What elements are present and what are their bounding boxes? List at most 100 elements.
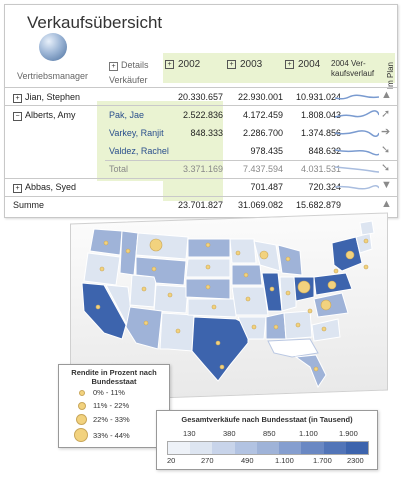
- sales-legend: Gesamtverkäufe nach Bundesstaat (in Taus…: [156, 410, 378, 470]
- sales-legend-title: Gesamtverkäufe nach Bundesstaat (in Taus…: [181, 415, 353, 424]
- scale-label: 1.100: [275, 456, 294, 465]
- state-shape: [81, 282, 127, 340]
- rendite-bubble: [273, 324, 279, 330]
- seller-varkey: Varkey, Ranjit: [109, 128, 164, 138]
- seller-pak: Pak, Jae: [109, 110, 145, 120]
- rendite-bubble: [345, 250, 355, 260]
- rendite-legend-item: 33% - 44%: [93, 431, 130, 440]
- rendite-bubble: [103, 240, 109, 246]
- rendite-bubble: [235, 250, 241, 256]
- rendite-bubble: [259, 250, 269, 260]
- expand-icon: +: [165, 60, 174, 69]
- value-cell: 1.374.856: [300, 128, 341, 138]
- value-cell: 2.522.836: [182, 110, 223, 120]
- rendite-bubble: [99, 266, 105, 272]
- rendite-bubble: [297, 280, 311, 294]
- seller-band: [97, 101, 163, 181]
- value-cell: 2.286.700: [242, 128, 283, 138]
- rendite-bubble: [285, 256, 291, 262]
- rendite-legend-title: Rendite in Prozent nach Bundesstaat: [71, 368, 157, 386]
- bubble-icon: [78, 402, 86, 410]
- expand-icon: +: [285, 60, 294, 69]
- row-divider: [5, 87, 397, 88]
- rendite-bubble: [243, 272, 249, 278]
- value-cell: 978.435: [250, 146, 283, 156]
- rendite-bubble: [307, 308, 313, 314]
- scale-label: 130: [183, 429, 196, 438]
- seller-valdez: Valdez, Rachel: [109, 146, 169, 156]
- scale-label: 20: [167, 456, 176, 465]
- scale-label: 1.900: [339, 429, 358, 438]
- rendite-bubble: [95, 304, 101, 310]
- expand-icon: +: [109, 62, 118, 71]
- report-title: Verkaufsübersicht: [27, 13, 163, 32]
- rendite-bubble: [211, 304, 217, 310]
- value-cell: 22.930.001: [237, 92, 283, 102]
- rendite-bubble: [333, 268, 339, 274]
- state-shape: [125, 306, 163, 350]
- manager-row-abbas[interactable]: + Abbas, Syed: [13, 182, 76, 193]
- year-2004-header[interactable]: +2004: [285, 59, 320, 70]
- state-shape: [294, 354, 327, 389]
- value-cell: 848.632: [308, 146, 341, 156]
- year-header-band: [163, 53, 395, 83]
- rendite-legend-item: 11% - 22%: [93, 401, 130, 410]
- year-2002-header[interactable]: +2002: [165, 59, 200, 70]
- arrow-up-right-icon: ➚: [381, 108, 391, 120]
- expand-icon: +: [13, 94, 22, 103]
- scale-label: 2300: [347, 456, 364, 465]
- value-cell: 1.808.043: [300, 110, 341, 120]
- collapse-icon: −: [13, 112, 22, 121]
- color-scale-bar: [167, 441, 369, 455]
- row-divider: [5, 105, 397, 106]
- details-toggle[interactable]: + Details: [109, 60, 149, 71]
- rendite-bubble: [363, 238, 369, 244]
- rendite-bubble: [167, 292, 173, 298]
- year-2002-band: [163, 101, 223, 201]
- expand-icon: +: [227, 60, 236, 69]
- state-shape: [187, 238, 231, 258]
- value-cell: 15.682.879: [295, 200, 341, 210]
- globe-icon: [39, 33, 67, 61]
- row-divider: [5, 196, 397, 197]
- rendite-bubble: [175, 328, 181, 334]
- arrow-right-icon: ➔: [381, 126, 391, 138]
- expand-icon: +: [13, 184, 22, 193]
- trend-header: 2004 Ver-kaufsverlauf: [331, 59, 375, 78]
- details-label: Details: [121, 60, 149, 70]
- row-divider: [105, 160, 397, 161]
- scale-label: 850: [263, 429, 276, 438]
- bubble-icon: [74, 428, 88, 442]
- sparkline: [335, 166, 379, 173]
- rendite-bubble: [205, 242, 211, 248]
- us-sales-map: [81, 220, 375, 389]
- state-shape: [359, 220, 375, 236]
- value-cell: 20.330.657: [177, 92, 223, 102]
- row-divider: [5, 178, 397, 179]
- plan-header: Im Plan: [386, 62, 395, 90]
- rendite-bubble: [125, 248, 131, 254]
- rendite-bubble: [285, 290, 291, 296]
- value-cell: 3.371.169: [182, 164, 223, 174]
- scale-label: 1.100: [299, 429, 318, 438]
- year-2003-header[interactable]: +2003: [227, 59, 262, 70]
- rendite-legend-item: 0% - 11%: [93, 388, 125, 397]
- manager-row-alberts[interactable]: − Alberts, Amy: [13, 110, 76, 121]
- rendite-bubble: [151, 266, 157, 272]
- value-cell: 701.487: [250, 182, 283, 192]
- arrow-up-icon: ▲: [381, 198, 392, 210]
- manager-row-jian[interactable]: + Jian, Stephen: [13, 92, 80, 103]
- arrow-up-icon: ▲: [381, 89, 392, 101]
- rendite-legend: Rendite in Prozent nach Bundesstaat 0% -…: [58, 364, 170, 448]
- arrow-down-icon: ▼: [381, 179, 392, 191]
- rendite-bubble: [269, 286, 275, 292]
- rendite-bubble: [251, 324, 257, 330]
- rendite-bubble: [313, 366, 319, 372]
- scale-label: 490: [241, 456, 254, 465]
- sparkline: [335, 110, 379, 118]
- seller-column-header: Verkäufer: [109, 75, 148, 85]
- value-cell: 848.333: [190, 128, 223, 138]
- rendite-bubble: [143, 320, 149, 326]
- sparkline: [335, 149, 379, 156]
- value-cell: 4.172.459: [242, 110, 283, 120]
